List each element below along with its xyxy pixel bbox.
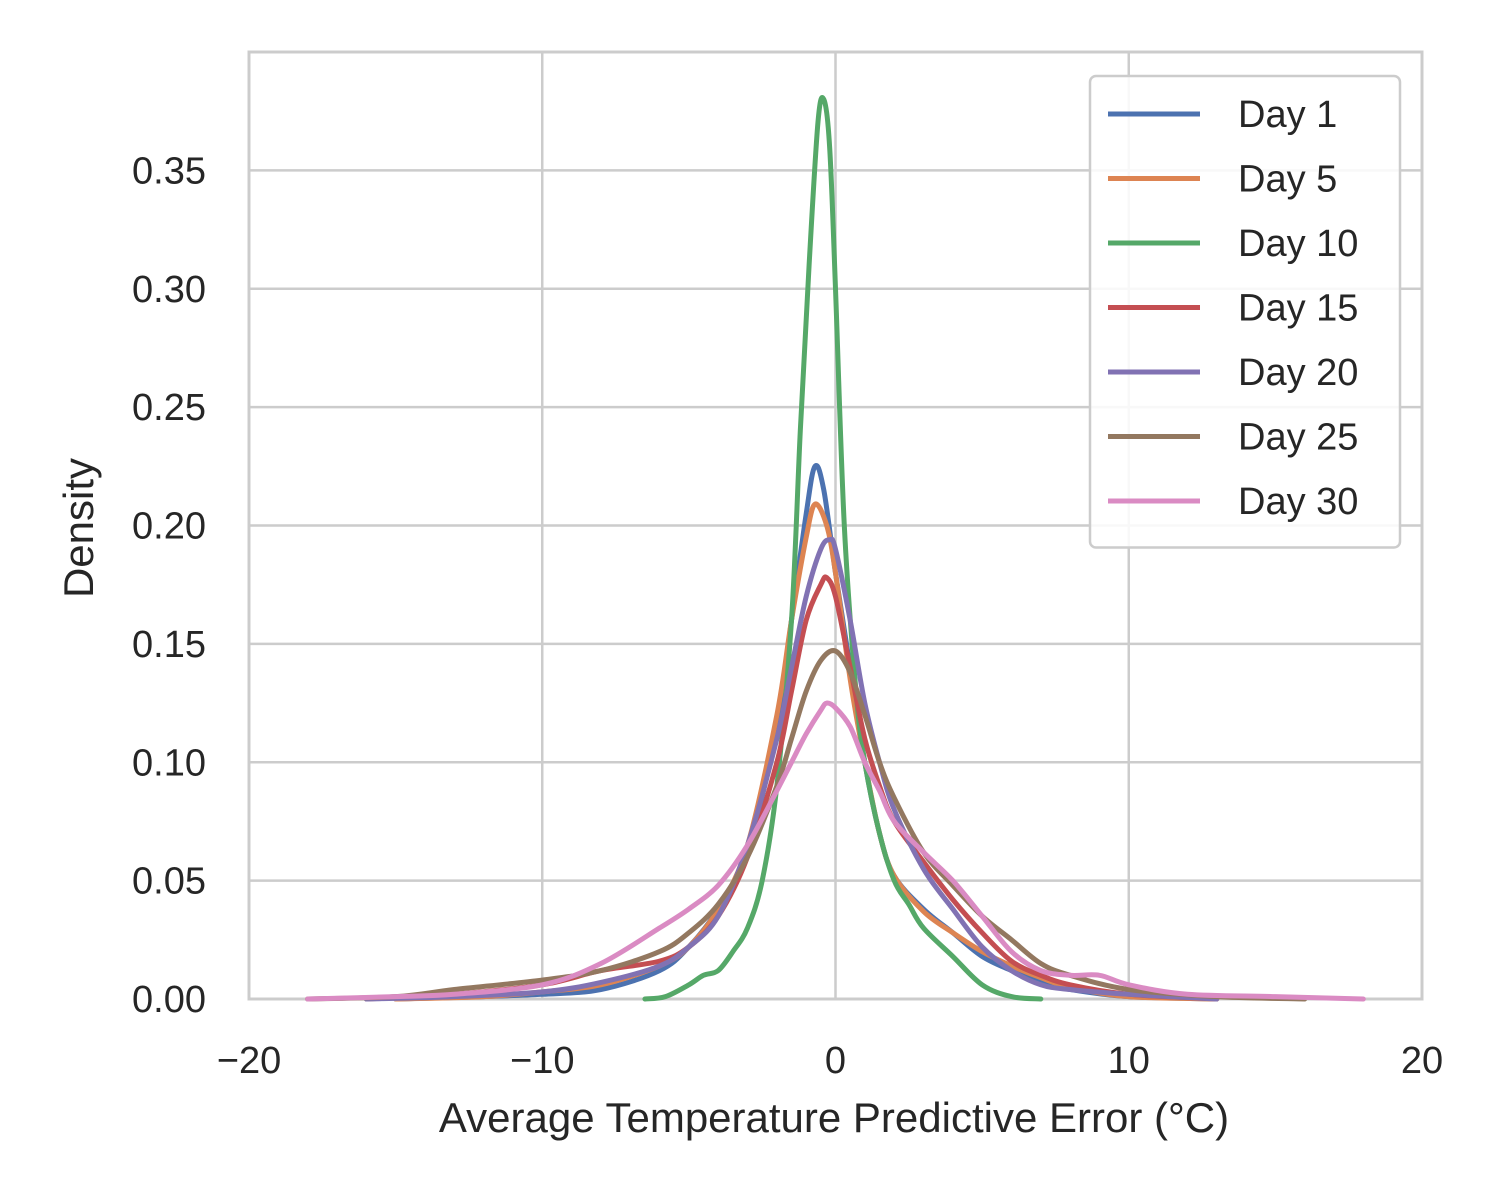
y-tick-label: 0.35: [132, 150, 206, 192]
series-line-day-10: [642, 95, 1044, 1002]
series-line-day-15: [363, 574, 1220, 1002]
legend-label: Day 10: [1238, 223, 1358, 265]
y-tick-label: 0.20: [132, 506, 206, 548]
legend-label: Day 5: [1238, 159, 1337, 201]
series-line-day-20: [363, 536, 1220, 1002]
plot-frame: [247, 50, 1424, 1001]
legend: Day 1 Day 5 Day 10 Day 15 Day 20 Day 25 Day 30: [1088, 74, 1402, 549]
x-tick-label: −20: [217, 1040, 281, 1082]
y-tick-labels: 0.00 0.05 0.10 0.15 0.20 0.25 0.30 0.35: [132, 150, 206, 1021]
density-curves: [305, 95, 1366, 1002]
legend-label: Day 20: [1238, 352, 1358, 394]
y-tick-label: 0.30: [132, 269, 206, 311]
x-tick-label: 10: [1108, 1040, 1150, 1082]
legend-label: Day 1: [1238, 94, 1337, 136]
y-tick-label: 0.00: [132, 979, 206, 1021]
y-tick-label: 0.15: [132, 624, 206, 666]
legend-box: [1088, 74, 1402, 549]
legend-label: Day 30: [1238, 481, 1358, 523]
series-line-day-25: [305, 648, 1308, 1002]
legend-label: Day 15: [1238, 288, 1358, 330]
x-tick-label: 20: [1401, 1040, 1443, 1082]
y-tick-label: 0.25: [132, 387, 206, 429]
x-tick-labels: −20 −10 0 10 20: [217, 1040, 1443, 1082]
y-axis-label: Density: [55, 458, 102, 598]
y-tick-label: 0.10: [132, 742, 206, 784]
x-tick-label: 0: [825, 1040, 846, 1082]
legend-label: Day 25: [1238, 417, 1358, 459]
x-axis-label: Average Temperature Predictive Error (°C…: [439, 1094, 1229, 1141]
y-tick-label: 0.05: [132, 861, 206, 903]
x-tick-label: −10: [510, 1040, 574, 1082]
series-line-day-30: [305, 700, 1366, 1002]
